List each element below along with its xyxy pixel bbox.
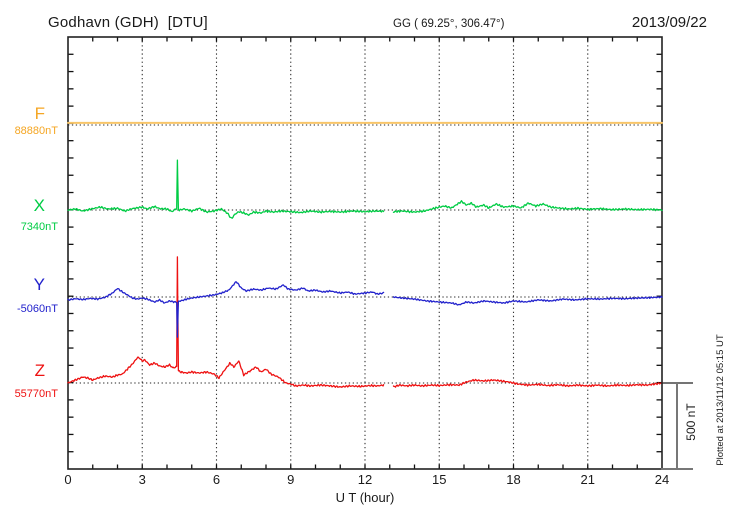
channel-label-y: Y -5060nT (0, 275, 58, 315)
channel-baseline-f: 88880nT (14, 125, 58, 137)
trace-z (67, 256, 663, 388)
channel-letter-x: X (33, 196, 45, 215)
channel-label-f: F 88880nT (0, 104, 58, 137)
x-tick-label: 12 (357, 472, 373, 487)
channel-letter-f: F (34, 104, 45, 123)
x-tick-label: 15 (432, 472, 447, 487)
channel-baseline-y: -5060nT (17, 303, 58, 315)
x-tick-label: 24 (654, 472, 670, 487)
channel-baseline-z: 55770nT (14, 388, 58, 400)
x-tick-label: 0 (64, 472, 72, 487)
plotted-at-note: Plotted at 2013/11/12 05:15 UT (715, 334, 726, 466)
trace-x (67, 159, 663, 219)
x-axis-title: U T (hour) (335, 490, 395, 505)
x-tick-label: 9 (287, 472, 295, 487)
x-tick-label: 18 (506, 472, 521, 487)
trace-y (67, 281, 663, 338)
x-tick-label: 6 (212, 472, 221, 487)
station-title: Godhavn (GDH) [DTU] (48, 14, 208, 31)
plot-border (67, 36, 663, 470)
station-coordinates: GG ( 69.25°, 306.47°) (393, 18, 505, 30)
channel-letter-y: Y (33, 275, 45, 294)
channel-letter-z: Z (34, 361, 45, 380)
channel-label-x: X 7340nT (0, 196, 58, 233)
channel-label-z: Z 55770nT (0, 361, 58, 400)
channel-baseline-x: 7340nT (20, 221, 58, 233)
scale-bar-label: 500 nT (684, 403, 698, 441)
x-tick-label: 3 (138, 472, 146, 487)
x-tick-label: 21 (580, 472, 595, 487)
plot-date: 2013/09/22 (631, 14, 707, 31)
